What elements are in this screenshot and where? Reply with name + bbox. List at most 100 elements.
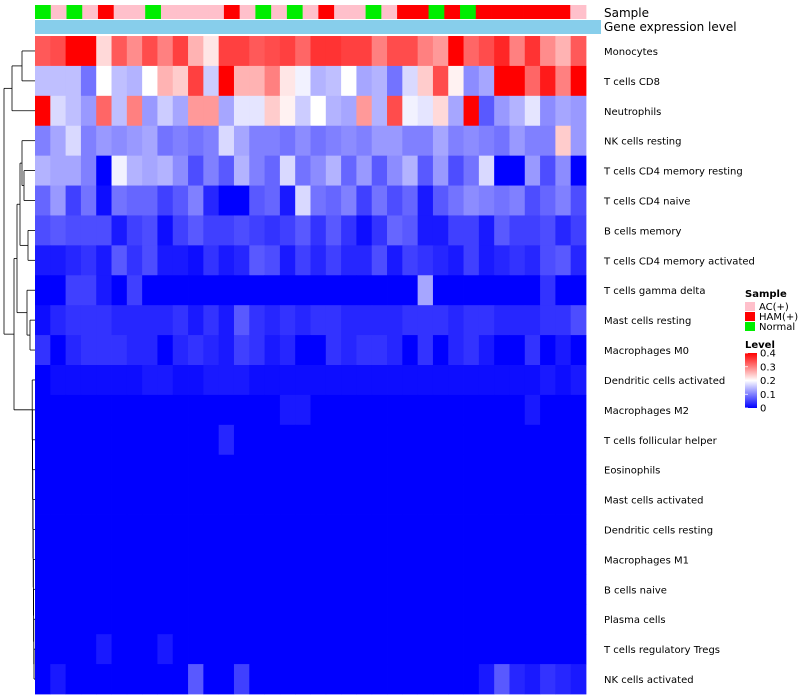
heatmap-cell bbox=[65, 514, 82, 545]
heatmap-cell bbox=[463, 604, 480, 635]
heatmap-cell bbox=[65, 424, 82, 456]
heatmap-cell bbox=[325, 275, 342, 306]
heatmap-cell bbox=[478, 335, 495, 366]
heatmap-cell bbox=[65, 604, 82, 635]
heatmap-cell bbox=[524, 245, 541, 276]
heatmap-cell bbox=[540, 125, 556, 157]
heatmap-cell bbox=[96, 634, 112, 665]
heatmap-cell bbox=[371, 185, 388, 216]
heatmap-cell bbox=[50, 544, 67, 575]
heatmap-cell bbox=[203, 454, 220, 486]
heatmap-cell bbox=[371, 65, 388, 97]
heatmap-cell bbox=[50, 574, 67, 605]
heatmap-cell bbox=[111, 604, 128, 635]
sample-annotation-cell bbox=[66, 5, 83, 19]
heatmap-cell bbox=[218, 335, 235, 366]
heatmap-cell bbox=[402, 95, 419, 127]
heatmap-cell bbox=[264, 604, 281, 635]
gene-expression-bar bbox=[35, 20, 601, 34]
heatmap-cell bbox=[540, 544, 556, 575]
heatmap-cell bbox=[494, 36, 510, 67]
heatmap-cell bbox=[111, 335, 128, 366]
heatmap-cell bbox=[356, 95, 373, 127]
heatmap-cell bbox=[570, 604, 587, 635]
heatmap-cell bbox=[555, 514, 572, 545]
heatmap-cell bbox=[325, 514, 342, 545]
heatmap-cell bbox=[80, 664, 97, 695]
legend-tick-label: 0.4 bbox=[760, 349, 776, 360]
heatmap-cell bbox=[295, 544, 311, 575]
heatmap-cell bbox=[65, 544, 82, 575]
heatmap-cell bbox=[142, 574, 158, 605]
heatmap-cell bbox=[50, 604, 67, 635]
heatmap-cell bbox=[371, 155, 388, 186]
heatmap-cell bbox=[233, 514, 250, 545]
row-label: Plasma cells bbox=[604, 615, 666, 626]
heatmap-cell bbox=[172, 424, 189, 456]
heatmap-cell bbox=[142, 36, 158, 67]
heatmap-cell bbox=[417, 335, 434, 366]
heatmap-cell bbox=[341, 125, 357, 157]
heatmap-cell bbox=[371, 95, 388, 127]
heatmap-cell bbox=[218, 275, 235, 306]
heatmap-cell bbox=[126, 574, 143, 605]
heatmap-cell bbox=[387, 544, 403, 575]
heatmap-cell bbox=[80, 36, 97, 67]
heatmap-cell bbox=[325, 65, 342, 97]
heatmap-cell bbox=[279, 394, 296, 426]
heatmap-cell bbox=[35, 544, 51, 575]
heatmap-cell bbox=[341, 574, 357, 605]
sample-annotation-cell bbox=[223, 5, 241, 19]
heatmap-cell bbox=[111, 424, 128, 456]
heatmap-cell bbox=[172, 36, 189, 67]
heatmap-cell bbox=[203, 245, 220, 276]
heatmap-cell bbox=[432, 664, 449, 695]
heatmap-cell bbox=[249, 454, 265, 486]
heatmap-cell bbox=[478, 365, 495, 396]
heatmap-cell bbox=[233, 574, 250, 605]
heatmap-cell bbox=[188, 664, 204, 695]
heatmap-cell bbox=[65, 275, 82, 306]
heatmap-cell bbox=[478, 36, 495, 67]
heatmap-cell bbox=[35, 574, 51, 605]
row-label: T cells follicular helper bbox=[603, 436, 718, 447]
heatmap-cell bbox=[341, 634, 357, 665]
heatmap-cell bbox=[65, 454, 82, 486]
heatmap-cell bbox=[540, 514, 556, 545]
heatmap-cell bbox=[432, 275, 449, 306]
heatmap-cell bbox=[203, 574, 220, 605]
heatmap-cell bbox=[509, 245, 526, 276]
heatmap-cell bbox=[341, 514, 357, 545]
heatmap-cell bbox=[494, 365, 510, 396]
heatmap-cell bbox=[233, 95, 250, 127]
heatmap-cell bbox=[494, 305, 510, 336]
heatmap-cell bbox=[387, 215, 403, 246]
heatmap-cell bbox=[295, 335, 311, 366]
heatmap-cell bbox=[570, 125, 587, 157]
heatmap-cell bbox=[463, 125, 480, 157]
heatmap-cell bbox=[80, 335, 97, 366]
heatmap-cell bbox=[50, 245, 67, 276]
heatmap-cell bbox=[325, 365, 342, 396]
heatmap-cell bbox=[126, 245, 143, 276]
heatmap-cell bbox=[264, 245, 281, 276]
heatmap-cell bbox=[540, 36, 556, 67]
heatmap-cell bbox=[555, 155, 572, 186]
heatmap-cell bbox=[80, 424, 97, 456]
heatmap-cell bbox=[417, 544, 434, 575]
heatmap-cell bbox=[341, 335, 357, 366]
heatmap-cell bbox=[172, 155, 189, 186]
heatmap-cell bbox=[555, 634, 572, 665]
heatmap-cell bbox=[555, 65, 572, 97]
heatmap-cell bbox=[478, 155, 495, 186]
heatmap-cell bbox=[157, 514, 174, 545]
heatmap-cell bbox=[233, 484, 250, 515]
heatmap-cell bbox=[249, 604, 265, 635]
heatmap-cell bbox=[448, 95, 464, 127]
heatmap-cell bbox=[325, 604, 342, 635]
heatmap-cell bbox=[111, 394, 128, 426]
heatmap-cell bbox=[203, 125, 220, 157]
heatmap-cell bbox=[432, 514, 449, 545]
heatmap-cell bbox=[540, 95, 556, 127]
heatmap-cell bbox=[448, 335, 464, 366]
